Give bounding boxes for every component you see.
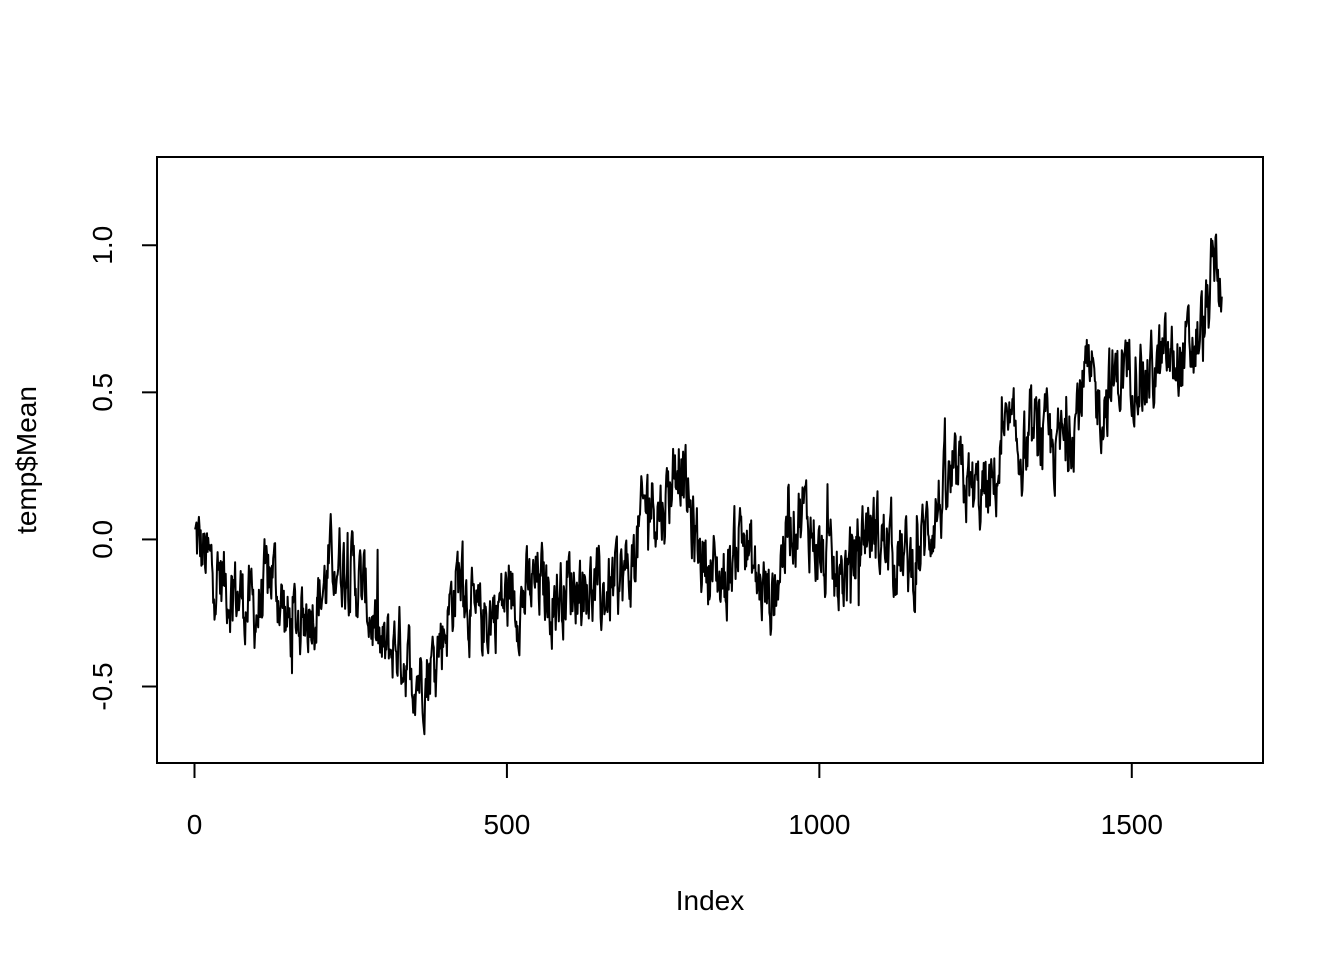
y-axis-title: temp$Mean: [11, 386, 42, 534]
y-tick-label: 1.0: [87, 226, 118, 265]
plot-frame: [156, 156, 1264, 764]
x-tick-label: 1500: [1101, 809, 1163, 840]
x-axis: 0 500 1000 1500: [187, 762, 1163, 840]
y-axis: -0.5 0.0 0.5 1.0: [87, 226, 158, 711]
series-line: [194, 233, 1223, 736]
y-tick-label: -0.5: [87, 662, 118, 710]
y-tick-label: 0.5: [87, 373, 118, 412]
x-tick-label: 500: [484, 809, 531, 840]
x-axis-title: Index: [676, 885, 745, 916]
x-tick-label: 0: [187, 809, 203, 840]
x-tick-label: 1000: [788, 809, 850, 840]
y-tick-label: 0.0: [87, 520, 118, 559]
